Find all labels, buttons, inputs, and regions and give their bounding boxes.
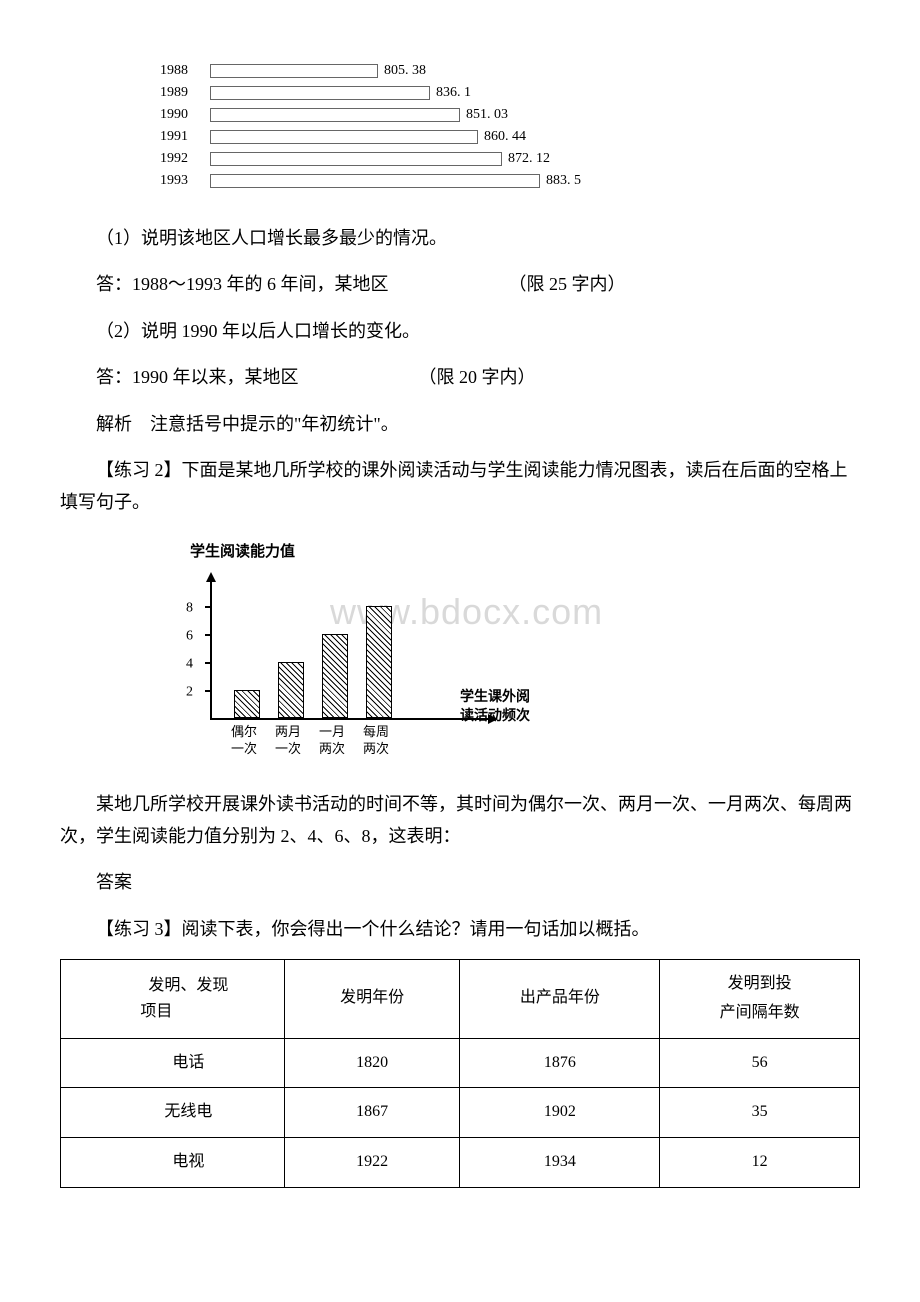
bar-value-label: 883. 5 xyxy=(546,168,581,193)
x-label: 每周两次 xyxy=(354,724,398,758)
table-row: 电视1922193412 xyxy=(61,1138,860,1188)
table-header-row: 发明、发现 项目 发明年份 出产品年份 发明到投 产间隔年数 xyxy=(61,960,860,1039)
bar-row: 1989836. 1 xyxy=(160,82,860,104)
x-label: 两月一次 xyxy=(266,724,310,758)
bar-row: 1990851. 03 xyxy=(160,104,860,126)
x-axis-labels: 偶尔一次两月一次一月两次每周两次 xyxy=(210,724,600,758)
table-row: 电话1820187656 xyxy=(61,1038,860,1088)
cell-item: 电话 xyxy=(61,1038,285,1088)
cell-item: 无线电 xyxy=(61,1088,285,1138)
ex3-intro: 【练习 3】阅读下表，你会得出一个什么结论？请用一句话加以概括。 xyxy=(60,913,860,945)
q2-limit: （限 20 字内） xyxy=(419,367,536,387)
vbar xyxy=(322,634,348,718)
th-gap-l1: 发明到投 xyxy=(728,975,792,992)
analysis-text: 解析 注意括号中提示的"年初统计"。 xyxy=(60,408,860,440)
cell-invent-year: 1820 xyxy=(284,1038,460,1088)
bar-value-label: 872. 12 xyxy=(508,146,550,171)
bar-rect xyxy=(210,86,430,100)
th-gap-l2: 产间隔年数 xyxy=(720,1004,800,1021)
cell-product-year: 1876 xyxy=(460,1038,660,1088)
q1-answer-prefix: 答：1988～1993 年的 6 年间，某地区 xyxy=(96,274,389,294)
x-label: 一月两次 xyxy=(310,724,354,758)
bar-row: 1991860. 44 xyxy=(160,126,860,148)
th-item-l1: 发明、发现 xyxy=(148,977,228,994)
x-title-line1: 学生课外阅 xyxy=(460,690,530,705)
bar-rect xyxy=(210,64,378,78)
cell-product-year: 1902 xyxy=(460,1088,660,1138)
y-axis-arrow xyxy=(206,572,216,582)
cell-gap: 12 xyxy=(660,1138,860,1188)
bar-rect xyxy=(210,130,478,144)
table-row: 无线电1867190235 xyxy=(61,1088,860,1138)
vbar xyxy=(234,690,260,718)
y-tick-label: 8 xyxy=(186,595,193,620)
ex2-answer-label: 答案 xyxy=(60,866,860,898)
cell-item: 电视 xyxy=(61,1138,285,1188)
reading-ability-chart: 学生阅读能力值 www.bdocx.com 学生课外阅 读活动频次 2468 偶… xyxy=(180,539,600,758)
bar-year-label: 1993 xyxy=(160,168,210,193)
th-gap: 发明到投 产间隔年数 xyxy=(660,960,860,1039)
q1-answer-line: 答：1988～1993 年的 6 年间，某地区 （限 25 字内） xyxy=(60,268,860,300)
q1-limit: （限 25 字内） xyxy=(509,274,626,294)
population-bar-chart: 1988805. 381989836. 11990851. 031991860.… xyxy=(160,60,860,192)
cell-invent-year: 1867 xyxy=(284,1088,460,1138)
q1-prompt: （1）说明该地区人口增长最多最少的情况。 xyxy=(60,222,860,254)
q2-answer-prefix: 答：1990 年以来，某地区 xyxy=(96,367,299,387)
th-invent-year: 发明年份 xyxy=(284,960,460,1039)
ex2-body: 某地几所学校开展课外读书活动的时间不等，其时间为偶尔一次、两月一次、一月两次、每… xyxy=(60,788,860,853)
vbar xyxy=(366,606,392,718)
x-axis-title: 学生课外阅 读活动频次 xyxy=(460,689,530,725)
th-item: 发明、发现 项目 xyxy=(61,960,285,1039)
x-label: 偶尔一次 xyxy=(222,724,266,758)
x-axis-line xyxy=(210,718,490,720)
bar-row: 1988805. 38 xyxy=(160,60,860,82)
y-tick-label: 6 xyxy=(186,623,193,648)
invention-table: 发明、发现 项目 发明年份 出产品年份 发明到投 产间隔年数 电话1820187… xyxy=(60,959,860,1188)
cell-gap: 35 xyxy=(660,1088,860,1138)
bar-row: 1993 883. 5 xyxy=(160,170,860,192)
bar-rect xyxy=(210,108,460,122)
y-tick-mark xyxy=(205,634,210,636)
y-tick-label: 2 xyxy=(186,679,193,704)
y-axis-title: 学生阅读能力值 xyxy=(190,539,600,566)
vbar xyxy=(278,662,304,718)
cell-product-year: 1934 xyxy=(460,1138,660,1188)
q2-answer-line: 答：1990 年以来，某地区 （限 20 字内） xyxy=(60,361,860,393)
y-tick-mark xyxy=(205,606,210,608)
y-tick-label: 4 xyxy=(186,651,193,676)
th-product-year: 出产品年份 xyxy=(460,960,660,1039)
cell-gap: 56 xyxy=(660,1038,860,1088)
ex2-intro: 【练习 2】下面是某地几所学校的课外阅读活动与学生阅读能力情况图表，读后在后面的… xyxy=(60,454,860,519)
y-tick-mark xyxy=(205,690,210,692)
bar-rect xyxy=(210,152,502,166)
x-title-line2: 读活动频次 xyxy=(460,709,530,724)
th-item-l2: 项目 xyxy=(140,1003,172,1020)
bar-row: 1992872. 12 xyxy=(160,148,860,170)
bar-value-label: 805. 38 xyxy=(384,58,426,83)
cell-invent-year: 1922 xyxy=(284,1138,460,1188)
y-axis-line xyxy=(210,580,212,720)
q2-prompt: （2）说明 1990 年以后人口增长的变化。 xyxy=(60,315,860,347)
bar-rect xyxy=(210,174,540,188)
y-tick-mark xyxy=(205,662,210,664)
